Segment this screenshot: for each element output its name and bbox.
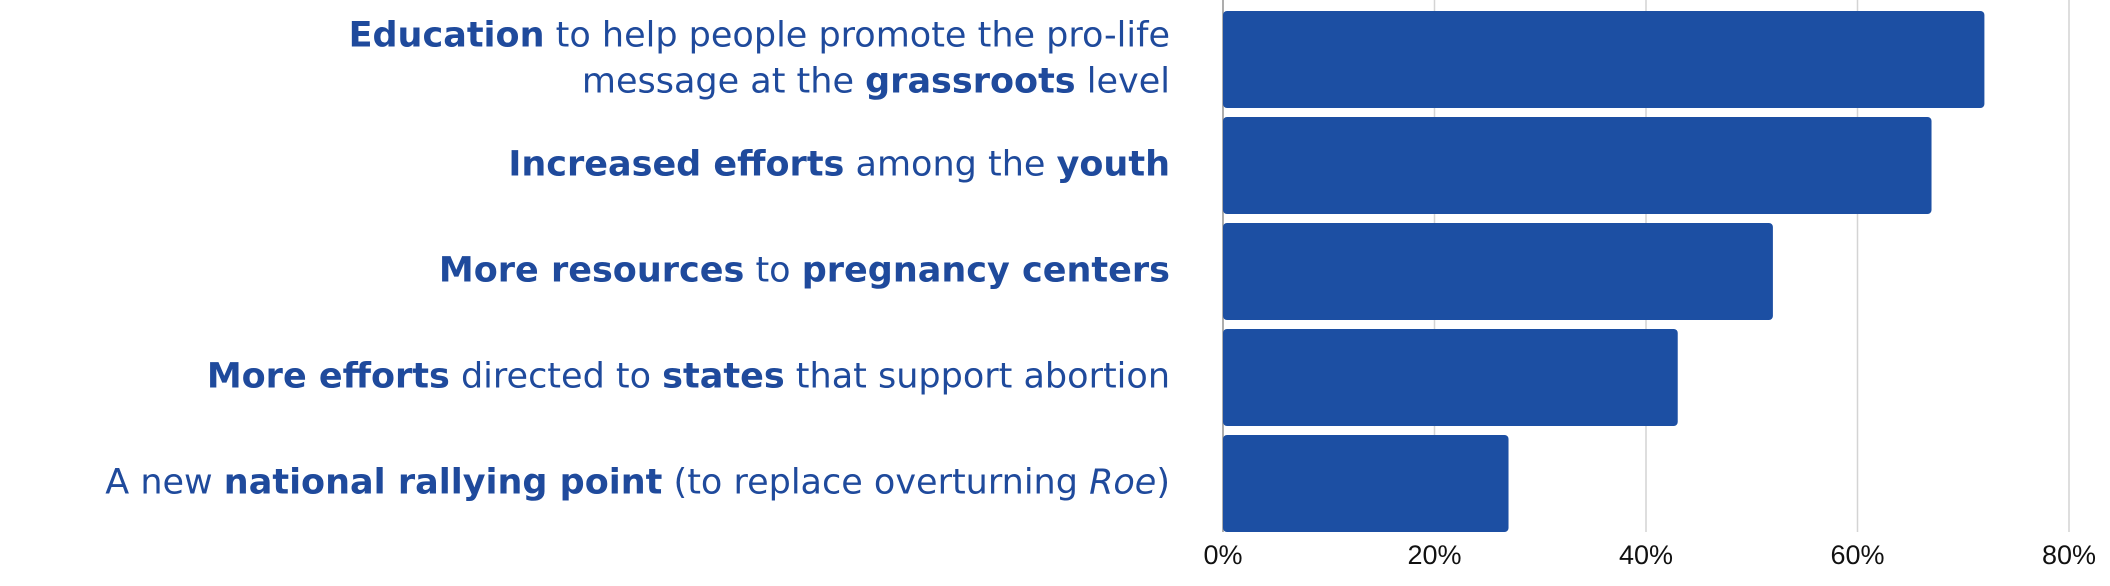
label-segment: Roe [1089,463,1156,503]
x-tick-label: 40% [1619,540,1673,570]
category-label: message at the grassroots level [582,62,1170,102]
label-segment: national rallying point [224,463,663,503]
label-segment: level [1076,62,1170,102]
category-label: A new national rallying point (to replac… [105,463,1170,503]
label-segment: Education [349,16,545,56]
label-segment: More resources [439,251,744,291]
label-segment: message at the [582,62,865,102]
bar [1223,329,1678,426]
bar [1223,223,1773,320]
label-segment: (to replace overturning [662,463,1089,503]
category-label: Education to help people promote the pro… [349,16,1170,56]
x-tick-label: 0% [1203,540,1242,570]
x-tick-label: 80% [2042,540,2096,570]
label-segment: Increased efforts [508,145,844,185]
bar [1223,11,1985,108]
category-label: More resources to pregnancy centers [439,251,1170,291]
label-segment: states [662,357,784,397]
category-label: More efforts directed to states that sup… [207,357,1170,397]
label-segment: youth [1057,145,1170,185]
label-segment: among the [844,145,1056,185]
label-segment: pregnancy centers [802,251,1170,291]
bar [1223,435,1509,532]
x-tick-label: 20% [1407,540,1461,570]
label-segment: directed to [450,357,662,397]
label-segment: More efforts [207,357,450,397]
x-tick-label: 60% [1830,540,1884,570]
label-segment: to help people promote the pro-life [545,16,1170,56]
label-segment: ) [1156,463,1170,503]
label-segment: A new [105,463,224,503]
label-segment: grassroots [865,62,1076,102]
label-segment: to [744,251,801,291]
bar [1223,117,1932,214]
label-segment: that support abortion [785,357,1170,397]
category-label: Increased efforts among the youth [508,145,1170,185]
